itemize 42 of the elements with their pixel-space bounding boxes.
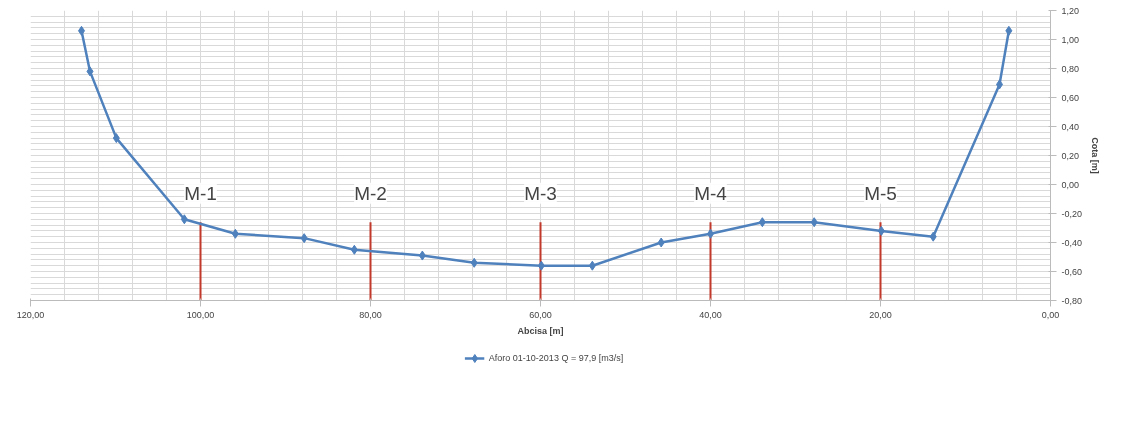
point xyxy=(758,217,766,228)
x-tick-label: 80,00 xyxy=(359,309,382,320)
y-tick-label: -0,60 xyxy=(1061,266,1083,277)
point xyxy=(929,231,937,242)
x-tick-label: 0,00 xyxy=(1041,309,1060,320)
point xyxy=(418,250,426,261)
y-tick-label: 0,40 xyxy=(1061,121,1080,132)
point xyxy=(877,225,885,236)
ref-line-label: M-4 xyxy=(694,182,728,204)
y-tick-label: -0,80 xyxy=(1061,295,1083,306)
y-tick-label: 0,00 xyxy=(1061,179,1080,190)
x-tick-label: 100,00 xyxy=(186,309,215,320)
legend-label: Aforo 01-10-2013 Q = 97,9 [m3/s] xyxy=(488,353,624,363)
point xyxy=(180,214,188,225)
ref-line-label: M-1 xyxy=(184,182,217,204)
ref-line-label: M-3 xyxy=(524,182,557,204)
y-tick-label: 1,20 xyxy=(1061,5,1080,16)
point xyxy=(231,228,239,239)
point xyxy=(350,244,358,255)
point xyxy=(588,260,596,271)
x-tick-label: 120,00 xyxy=(16,309,45,320)
point xyxy=(470,257,478,268)
point xyxy=(1005,25,1013,36)
y-tick-label: 1,00 xyxy=(1061,34,1080,45)
ref-line-label: M-5 xyxy=(864,182,897,204)
y-tick-label: 0,20 xyxy=(1061,150,1080,161)
point xyxy=(537,260,545,271)
point xyxy=(86,66,94,77)
y-tick-label: -0,40 xyxy=(1061,237,1083,248)
point xyxy=(657,237,665,248)
point xyxy=(300,233,308,244)
x-axis-title: Abcisa [m] xyxy=(517,325,564,336)
ref-line-label: M-2 xyxy=(354,182,387,204)
x-tick-label: 40,00 xyxy=(699,309,722,320)
y-tick-label: 0,80 xyxy=(1061,63,1080,74)
x-tick-label: 60,00 xyxy=(529,309,552,320)
y-axis-title: Cota [m] xyxy=(1090,137,1101,174)
point xyxy=(810,217,818,228)
x-tick-label: 20,00 xyxy=(869,309,892,320)
y-tick-label: 0,60 xyxy=(1061,92,1080,103)
point xyxy=(112,133,120,144)
y-tick-label: -0,20 xyxy=(1061,208,1083,219)
